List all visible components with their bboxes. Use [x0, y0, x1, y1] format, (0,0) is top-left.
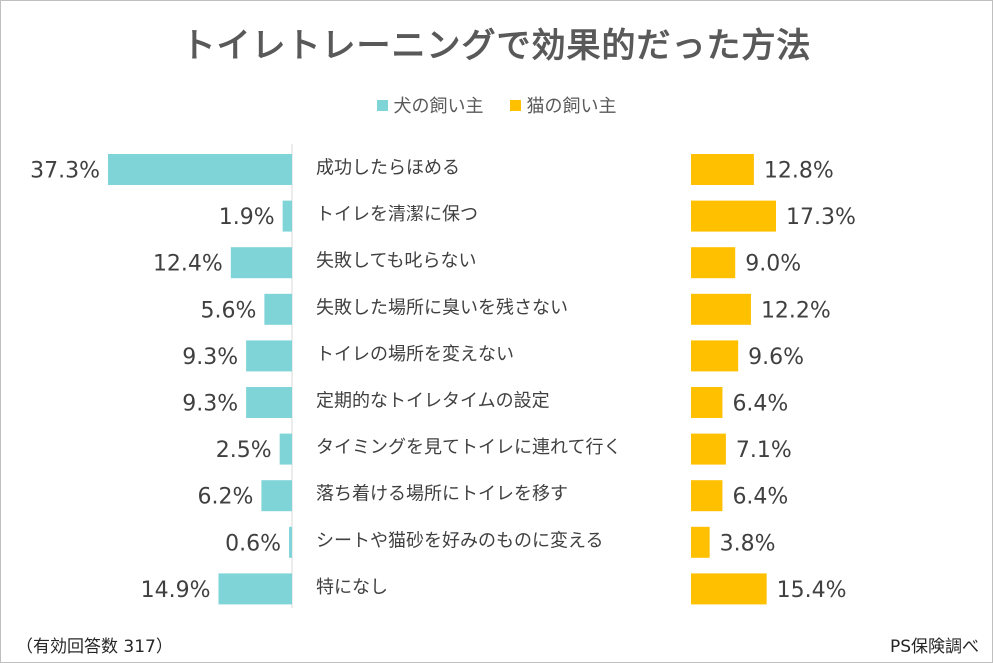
value-label-cat-5: 6.4%: [732, 392, 788, 417]
bar-cat-9: [691, 573, 767, 605]
value-label-cat-1: 17.3%: [786, 205, 856, 230]
bar-dog-6: [279, 433, 292, 465]
bar-cat-1: [691, 200, 776, 232]
value-label-dog-7: 6.2%: [198, 485, 254, 510]
bar-cat-0: [691, 154, 754, 185]
bar-dog-1: [282, 200, 292, 232]
bar-cat-2: [691, 247, 736, 279]
category-label-7: 落ち着ける場所にトイレを移す: [316, 484, 568, 505]
bar-cat-6: [691, 433, 726, 465]
bar-dog-4: [246, 340, 292, 372]
value-label-cat-8: 3.8%: [720, 531, 776, 556]
category-label-3: 失敗した場所に臭いを残さない: [316, 297, 568, 318]
value-label-dog-0: 37.3%: [30, 159, 100, 184]
bar-cat-8: [691, 526, 710, 558]
legend: 犬の飼い主 猫の飼い主: [0, 92, 993, 118]
legend-label-dog: 犬の飼い主: [393, 96, 484, 117]
legend-swatch-dog: [376, 99, 388, 111]
chart-title: トイレトレーニングで効果的だった方法: [181, 26, 812, 66]
value-label-cat-2: 9.0%: [745, 252, 801, 277]
category-label-8: シートや猫砂を好みのものに変える: [316, 530, 603, 551]
bar-dog-2: [230, 247, 292, 279]
bar-dog-3: [264, 293, 292, 325]
value-label-dog-1: 1.9%: [219, 205, 275, 230]
legend-swatch-cat: [509, 99, 521, 111]
value-label-dog-6: 2.5%: [216, 438, 272, 463]
value-label-dog-3: 5.6%: [200, 298, 256, 323]
value-label-cat-7: 6.4%: [732, 485, 788, 510]
category-label-5: 定期的なトイレタイムの設定: [316, 391, 550, 412]
category-label-2: 失敗しても叱らない: [316, 251, 477, 272]
value-label-dog-4: 9.3%: [182, 345, 238, 370]
value-label-cat-9: 15.4%: [777, 578, 847, 603]
category-label-0: 成功したらほめる: [316, 158, 460, 179]
bar-dog-7: [261, 480, 292, 512]
bar-dog-5: [246, 387, 292, 418]
legend-item-cat: 猫の飼い主: [509, 92, 617, 118]
bar-cat-7: [691, 480, 723, 512]
value-label-cat-3: 12.2%: [761, 298, 831, 323]
bar-cat-4: [691, 340, 739, 372]
category-label-4: トイレの場所を変えない: [316, 344, 514, 365]
value-label-dog-5: 9.3%: [182, 392, 238, 417]
bar-dog-9: [218, 573, 292, 605]
legend-item-dog: 犬の飼い主: [376, 92, 484, 118]
source-credit: PS保険調べ: [889, 637, 979, 657]
legend-label-cat: 猫の飼い主: [526, 96, 617, 117]
bar-dog-8: [289, 526, 292, 558]
bar-cat-3: [691, 293, 751, 325]
value-label-cat-0: 12.8%: [764, 159, 834, 184]
value-label-dog-9: 14.9%: [141, 578, 211, 603]
bar-cat-5: [691, 387, 723, 418]
category-label-9: 特になし: [316, 577, 388, 598]
value-label-cat-6: 7.1%: [736, 438, 792, 463]
category-label-1: トイレを清潔に保つ: [316, 204, 478, 225]
value-label-dog-8: 0.6%: [225, 531, 281, 556]
respondent-count: （有効回答数 317）: [16, 637, 173, 657]
category-label-6: タイミングを見てトイレに連れて行く: [316, 437, 621, 458]
value-label-cat-4: 9.6%: [748, 345, 804, 370]
bar-dog-0: [108, 154, 292, 185]
value-label-dog-2: 12.4%: [153, 252, 223, 277]
